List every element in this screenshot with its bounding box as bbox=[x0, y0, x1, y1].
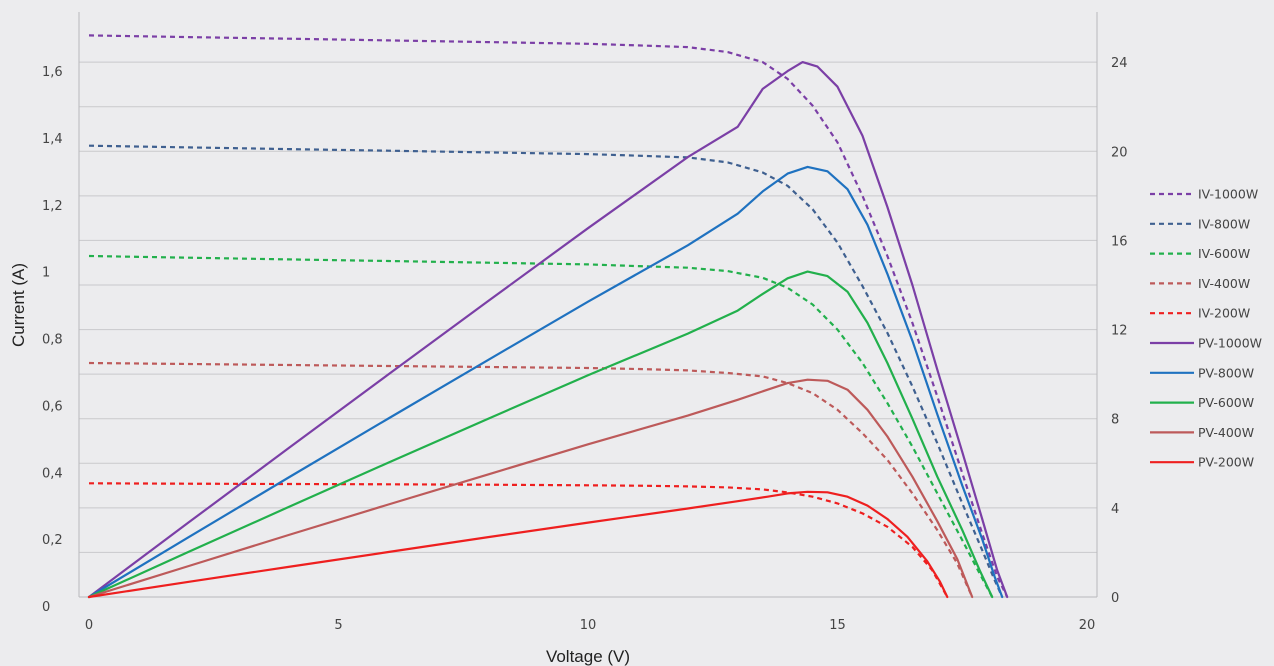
x-tick-label: 20 bbox=[1079, 618, 1096, 633]
legend-item: IV-600W bbox=[1150, 246, 1250, 261]
y-tick-label: 1,6 bbox=[42, 65, 63, 80]
y2-tick-label: 12 bbox=[1111, 324, 1128, 339]
series-line-iv-800w bbox=[88, 144, 1004, 598]
y-tick-label: 1,4 bbox=[42, 132, 63, 147]
legend-label: PV-400W bbox=[1198, 425, 1254, 440]
legend-label: IV-1000W bbox=[1198, 187, 1258, 202]
legend-item: PV-600W bbox=[1150, 395, 1254, 410]
y2-tick-label: 16 bbox=[1111, 234, 1128, 249]
series-line-pv-800w bbox=[87, 165, 1004, 599]
series-lines bbox=[87, 34, 1009, 599]
series-line-pv-400w bbox=[87, 378, 974, 599]
y2-tick-label: 24 bbox=[1111, 56, 1128, 71]
y-tick-label: 0,2 bbox=[42, 533, 63, 548]
y-tick-label: 0,4 bbox=[42, 466, 63, 481]
y2-tick-label: 0 bbox=[1111, 591, 1119, 606]
legend-label: PV-600W bbox=[1198, 395, 1254, 410]
y-tick-label: 0,8 bbox=[42, 333, 63, 348]
axes bbox=[78, 12, 1098, 598]
series-line-iv-1000w bbox=[88, 34, 1009, 598]
gridlines bbox=[79, 61, 1097, 553]
legend: IV-1000W IV-800W IV-600W IV-400W IV-200W PV-1… bbox=[1150, 187, 1262, 470]
legend-item: IV-800W bbox=[1150, 216, 1250, 231]
legend-label: PV-800W bbox=[1198, 365, 1254, 380]
x-tick-label: 15 bbox=[829, 618, 846, 633]
series-line-iv-200w bbox=[88, 482, 949, 598]
legend-item: PV-400W bbox=[1150, 425, 1254, 440]
y-tick-label: 0 bbox=[42, 600, 50, 615]
y2-tick-label: 20 bbox=[1111, 145, 1128, 160]
legend-item: IV-400W bbox=[1150, 276, 1250, 291]
x-axis-title: Voltage (V) bbox=[546, 647, 630, 666]
x-tick-label: 5 bbox=[334, 618, 342, 633]
legend-label: IV-800W bbox=[1198, 216, 1250, 231]
series-line-pv-600w bbox=[87, 270, 994, 599]
legend-item: IV-200W bbox=[1150, 306, 1250, 321]
y2-tick-label: 4 bbox=[1111, 502, 1119, 517]
legend-label: IV-400W bbox=[1198, 276, 1250, 291]
legend-item: IV-1000W bbox=[1150, 187, 1258, 202]
y-axis-title: Current (A) bbox=[9, 263, 28, 347]
legend-label: PV-1000W bbox=[1198, 336, 1262, 351]
legend-item: PV-200W bbox=[1150, 455, 1254, 470]
legend-item: PV-800W bbox=[1150, 365, 1254, 380]
y-tick-label: 0,6 bbox=[42, 399, 63, 414]
legend-item: PV-1000W bbox=[1150, 336, 1262, 351]
y2-tick-label: 8 bbox=[1111, 413, 1119, 428]
x-tick-label: 10 bbox=[580, 618, 597, 633]
legend-label: IV-200W bbox=[1198, 306, 1250, 321]
series-line-iv-400w bbox=[88, 361, 974, 598]
legend-label: IV-600W bbox=[1198, 246, 1250, 261]
y-tick-label: 1,2 bbox=[42, 199, 63, 214]
legend-label: PV-200W bbox=[1198, 455, 1254, 470]
series-line-pv-1000w bbox=[87, 61, 1009, 599]
tick-labels: 0 5 10 15 20 0 0,2 0,4 0,6 0,8 1 1,2 1,4 1,6 0 4 8 12 16 20… bbox=[42, 56, 1128, 633]
x-tick-label: 0 bbox=[85, 618, 93, 633]
y-tick-label: 1 bbox=[42, 266, 50, 281]
series-line-pv-200w bbox=[87, 490, 949, 599]
series-line-iv-600w bbox=[88, 254, 994, 598]
